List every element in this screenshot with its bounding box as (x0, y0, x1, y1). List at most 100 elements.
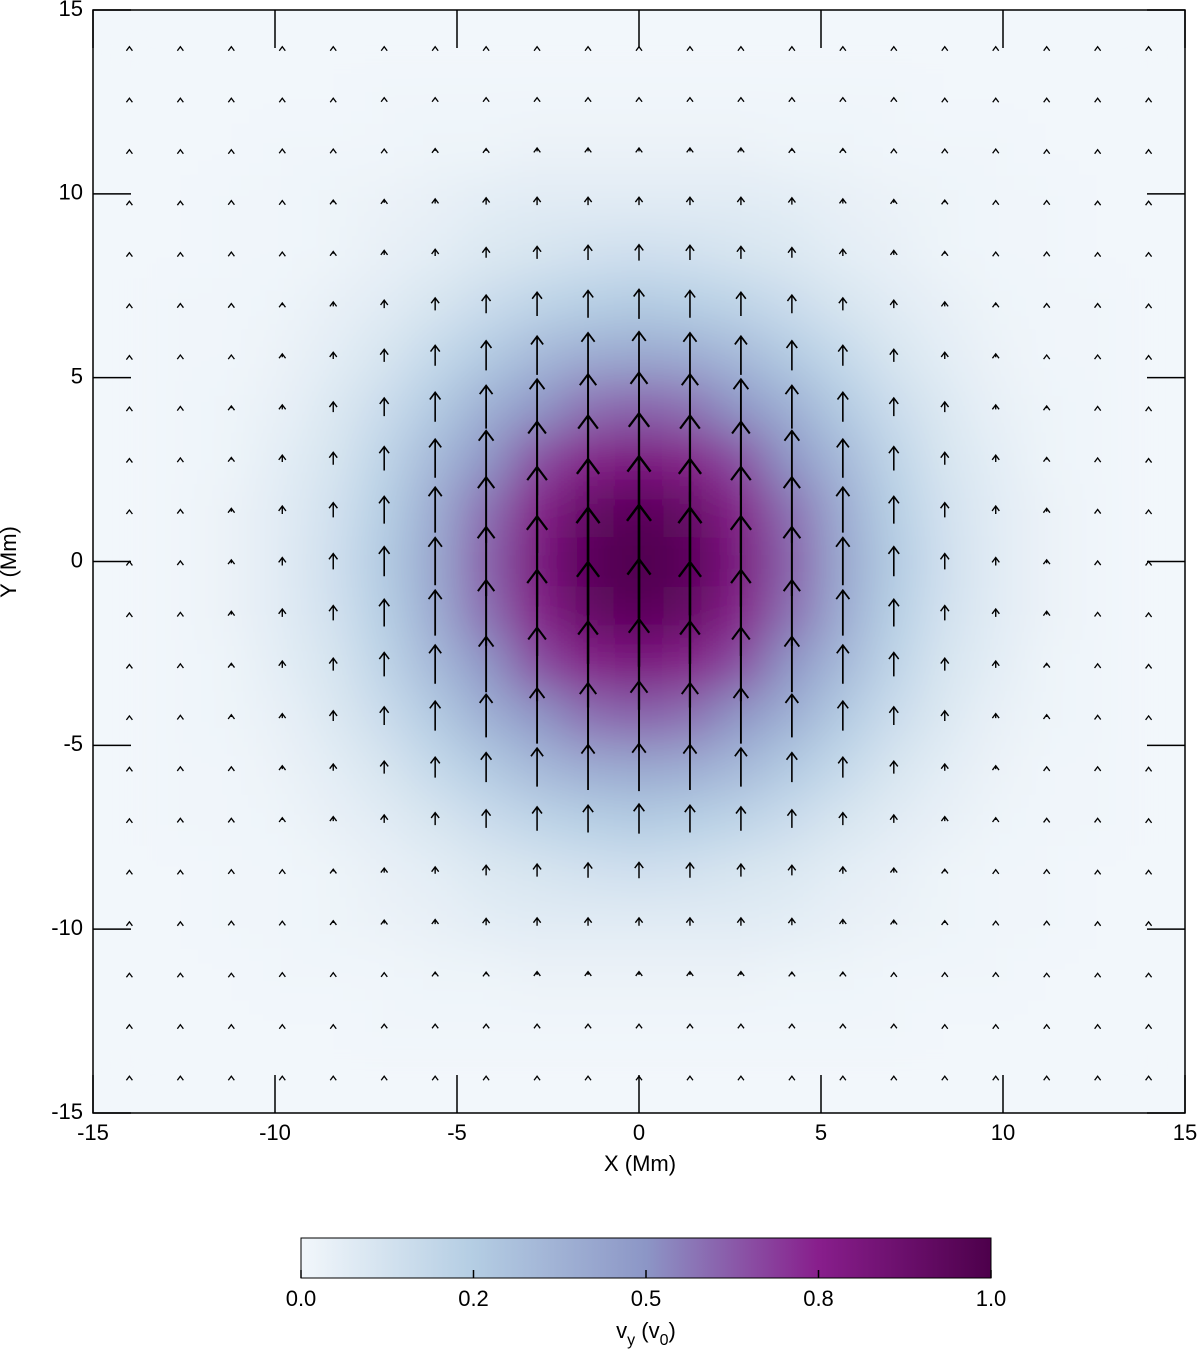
arrow (788, 96, 796, 103)
arrow (176, 148, 184, 155)
arrow (992, 301, 1000, 308)
arrow (941, 868, 949, 874)
arrow (635, 970, 643, 977)
arrow (686, 970, 694, 977)
arrow (1094, 353, 1102, 360)
arrow (737, 1023, 745, 1029)
arrow (278, 712, 287, 719)
arrow (328, 400, 338, 413)
arrow (584, 970, 592, 977)
colorbar-tick-label: 1.0 (976, 1286, 1007, 1311)
arrow (176, 456, 184, 463)
arrow (531, 290, 543, 317)
arrow (991, 556, 1000, 566)
arrow (835, 588, 851, 636)
arrow (1042, 404, 1051, 411)
arrow (380, 148, 388, 154)
arrow (1094, 45, 1102, 52)
arrow (427, 536, 443, 586)
arrow (329, 1075, 337, 1081)
arrow (584, 96, 592, 103)
arrow (431, 45, 439, 52)
arrow (227, 456, 236, 463)
arrow (125, 303, 133, 309)
arrow (784, 692, 800, 738)
y-tick-label: -15 (51, 1099, 83, 1124)
arrow (227, 1075, 235, 1081)
arrow (1145, 405, 1153, 412)
colorbar-tick-label: 0.2 (458, 1286, 489, 1311)
arrow (531, 805, 543, 831)
arrow (1094, 302, 1102, 309)
arrow (176, 920, 184, 927)
arrow (784, 384, 800, 429)
arrow (176, 611, 184, 617)
arrow (1145, 508, 1153, 515)
arrow (481, 808, 492, 828)
arrow (889, 866, 898, 873)
arrow (835, 485, 851, 533)
arrow (176, 200, 184, 206)
arrow (991, 607, 1000, 617)
arrow (785, 751, 798, 783)
arrow (1145, 251, 1153, 258)
arrow (839, 96, 847, 103)
arrow (786, 293, 797, 314)
arrow (1043, 148, 1051, 155)
colorbar-tick-label: 0.5 (631, 1286, 662, 1311)
arrow (838, 811, 848, 826)
arrow (431, 248, 440, 257)
arrow (176, 97, 184, 103)
arrow (1145, 457, 1153, 463)
arrow (835, 536, 851, 586)
arrow (838, 918, 847, 925)
arrow (888, 495, 900, 524)
arrow (431, 1023, 439, 1029)
arrow (380, 813, 389, 823)
arrow (1094, 508, 1102, 514)
arrow (176, 972, 184, 978)
x-tick-label: -15 (77, 1120, 109, 1145)
arrow (940, 604, 950, 621)
arrow (736, 245, 746, 259)
arrow (176, 251, 184, 258)
arrow (379, 396, 390, 417)
arrow (379, 705, 390, 725)
arrow (1094, 405, 1102, 412)
arrow (991, 764, 1000, 771)
arrow (1042, 558, 1051, 565)
arrow (684, 803, 696, 833)
arrow (686, 146, 694, 153)
arrow (481, 246, 491, 258)
arrow (482, 147, 490, 154)
arrow (1043, 972, 1051, 978)
arrow (329, 762, 338, 771)
arrow (227, 817, 235, 823)
arrow (838, 865, 847, 874)
arrow (429, 344, 441, 366)
arrow (329, 300, 338, 307)
arrow (1145, 972, 1153, 978)
arrow (125, 766, 133, 772)
arrow (1094, 920, 1102, 927)
arrow (380, 971, 388, 978)
arrow (278, 1075, 286, 1081)
arrow (176, 353, 184, 360)
arrow (176, 869, 184, 875)
arrow (1145, 45, 1153, 52)
arrow (682, 331, 698, 379)
arrow (1042, 456, 1051, 463)
arrow (686, 1075, 694, 1081)
arrow (380, 249, 389, 256)
arrow (431, 918, 440, 925)
arrow (685, 196, 695, 206)
arrow (278, 659, 287, 668)
arrow (329, 868, 337, 874)
arrow (378, 495, 390, 524)
arrow (176, 817, 184, 823)
arrow (991, 454, 1000, 462)
arrow (380, 1023, 388, 1029)
arrow (1042, 507, 1051, 514)
arrow (684, 289, 696, 318)
arrow (1094, 559, 1102, 566)
